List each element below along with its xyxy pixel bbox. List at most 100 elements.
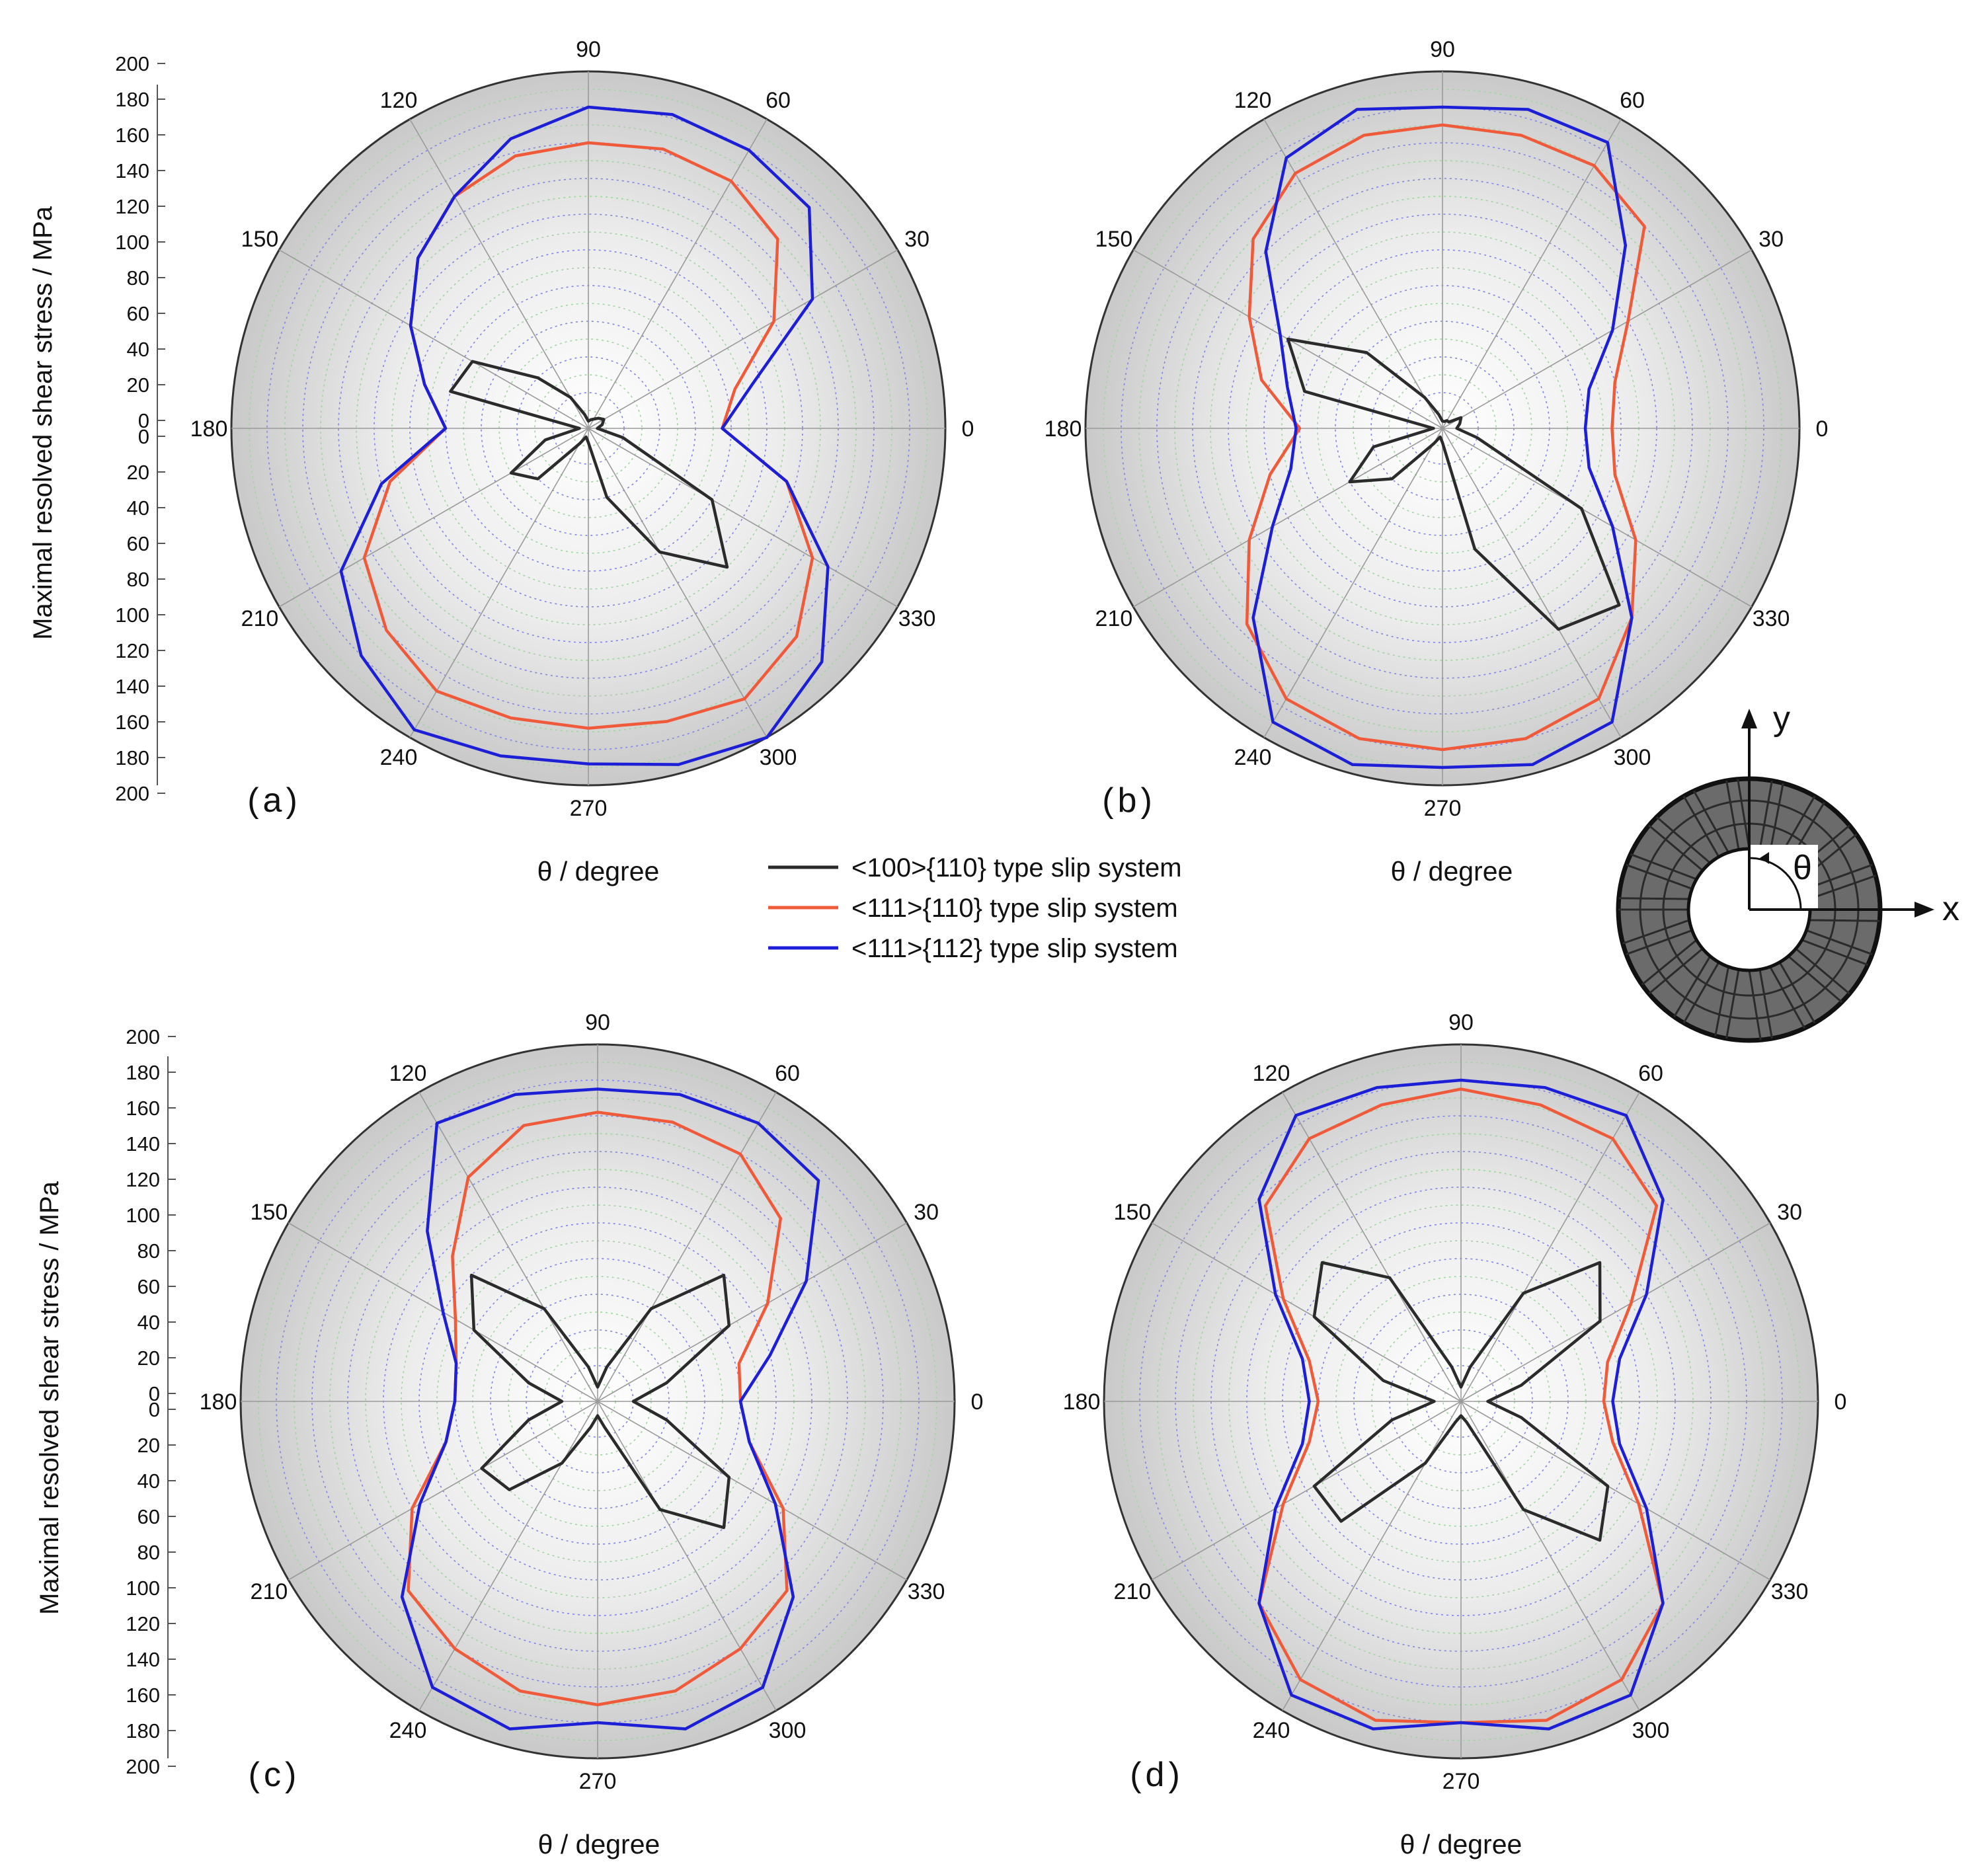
angle-tick-label: 30 [904, 227, 929, 252]
angular-grid-line [597, 1401, 908, 1581]
series-line [469, 1273, 731, 1530]
legend-label-111-110: <111>{110} type slip system [851, 894, 1178, 923]
radial-tick-label: 160 [126, 1097, 160, 1120]
angle-tick-label: 180 [1063, 1389, 1101, 1415]
angle-labels-b: 0 30 60 90 120 150 180 210 240 270 300 330 [1045, 37, 1829, 821]
series-line [449, 360, 729, 569]
polar-grid-a [230, 70, 947, 787]
series-line [1286, 337, 1621, 631]
angular-grid-line [1442, 428, 1622, 738]
radial-tick-label: 180 [115, 88, 149, 111]
angular-grid-line [1263, 118, 1443, 429]
angular-grid-line [1460, 1401, 1640, 1711]
angular-grid-line [1442, 428, 1753, 607]
radial-tick-label: 200 [115, 782, 149, 805]
ring-mesh-line [1693, 790, 1729, 853]
angle-tick-label: 0 [971, 1389, 984, 1415]
x-axis-label-d: θ / degree [1400, 1829, 1522, 1859]
radial-tick-label: 40 [127, 496, 149, 520]
angle-tick-label: 120 [1234, 88, 1272, 113]
polar-grid-c [239, 1043, 956, 1760]
angle-tick-label: 330 [1753, 606, 1790, 631]
angular-grid-line [409, 118, 589, 429]
radial-tick-label: 120 [115, 195, 149, 218]
radial-tick-label: 200 [126, 1755, 160, 1778]
radial-tick-label: 80 [138, 1239, 160, 1263]
inset-angle-arrow-icon [1760, 852, 1769, 864]
ring-mesh-line [1758, 780, 1773, 850]
radial-tick-label: 0 [138, 409, 149, 432]
angle-tick-label: 180 [190, 416, 228, 442]
angle-tick-label: 300 [1614, 745, 1651, 770]
angular-grid-line [597, 1401, 777, 1711]
radial-tick-label: 20 [127, 461, 149, 484]
ring-mesh-line [1788, 955, 1842, 1003]
inset-x-label: x [1942, 890, 1959, 928]
angle-tick-label: 300 [769, 1718, 807, 1743]
angle-tick-label: 300 [760, 745, 797, 770]
angular-grid-line [1442, 249, 1753, 429]
angular-grid-line [597, 1091, 777, 1402]
radial-tick-label: 180 [126, 1719, 160, 1742]
angle-tick-label: 240 [389, 1718, 427, 1743]
legend-label-100-110: <100>{110} type slip system [851, 853, 1182, 882]
ring-mesh-line [1622, 919, 1690, 945]
angular-grid-line [588, 428, 898, 607]
ring-mesh-line [1809, 875, 1876, 900]
angle-tick-label: 90 [1448, 1010, 1474, 1035]
x-axis-label-c: θ / degree [538, 1829, 660, 1859]
radial-tick-label: 160 [126, 1684, 160, 1707]
ring-mesh-line [1714, 966, 1730, 1036]
angular-grid-line [278, 249, 589, 429]
ring-mesh-line [1801, 939, 1868, 966]
legend-label-111-112: <111>{112} type slip system [851, 934, 1178, 963]
angle-tick-label: 330 [898, 606, 936, 631]
polar-grid-b [1084, 70, 1801, 787]
radial-axis-c: 00 20 20 40 40 60 60 80 80 100 100 120 120 140 140 160 1… [126, 1025, 176, 1778]
angle-tick-label: 240 [1253, 1718, 1290, 1743]
angle-tick-label: 90 [1430, 37, 1455, 62]
radial-tick-label: 20 [138, 1347, 160, 1370]
angle-tick-label: 150 [241, 227, 279, 252]
radial-tick-label: 140 [126, 1648, 160, 1671]
radial-tick-label: 0 [149, 1398, 160, 1421]
angle-tick-label: 180 [200, 1389, 237, 1415]
angle-tick-label: 30 [1777, 1200, 1802, 1225]
angle-tick-label: 150 [251, 1200, 288, 1225]
panel-label-b: (b) [1102, 781, 1156, 820]
ring-mesh-line [1778, 961, 1816, 1024]
polar-panel-d: 0 30 60 90 120 150 180 210 240 270 300 330 θ / degr… [1063, 1010, 1847, 1859]
inset-ring-diagram: y x θ [1616, 699, 1959, 1043]
ring-mesh-line [1725, 780, 1740, 850]
angular-grid-line [588, 118, 768, 429]
ring-mesh-line [1769, 966, 1805, 1029]
series-line [339, 105, 830, 766]
angular-grid-line [1132, 428, 1443, 607]
radial-tick-label: 40 [127, 338, 149, 361]
inset-y-label: y [1773, 699, 1790, 738]
panel-label-d: (d) [1130, 1756, 1184, 1794]
angular-grid-line [1151, 1401, 1462, 1581]
angle-tick-label: 120 [1253, 1061, 1290, 1086]
ring-mesh-line [1758, 969, 1773, 1039]
radial-tick-label: 180 [115, 746, 149, 769]
series-line [400, 1087, 820, 1731]
radial-tick-label: 200 [126, 1025, 160, 1048]
angle-tick-label: 270 [1424, 796, 1462, 821]
y-axis-label-a: Maximal resolved shear stress / MPa [28, 206, 58, 640]
inset-x-arrow-icon [1915, 902, 1934, 918]
radial-tick-label: 100 [115, 231, 149, 254]
angular-grid-line [288, 1401, 598, 1581]
radial-tick-label: 100 [115, 604, 149, 627]
angle-tick-label: 0 [962, 416, 974, 442]
ring-mesh-line [1648, 824, 1704, 872]
radial-tick-label: 20 [127, 373, 149, 397]
angular-grid-line [588, 249, 898, 429]
ring-mesh-line [1626, 863, 1693, 890]
ring-mesh-line [1725, 969, 1740, 1039]
radial-tick-label: 100 [126, 1577, 160, 1600]
angular-grid-line [1282, 1091, 1462, 1402]
radial-tick-label: 140 [115, 159, 149, 182]
angular-grid-line [1263, 428, 1443, 738]
